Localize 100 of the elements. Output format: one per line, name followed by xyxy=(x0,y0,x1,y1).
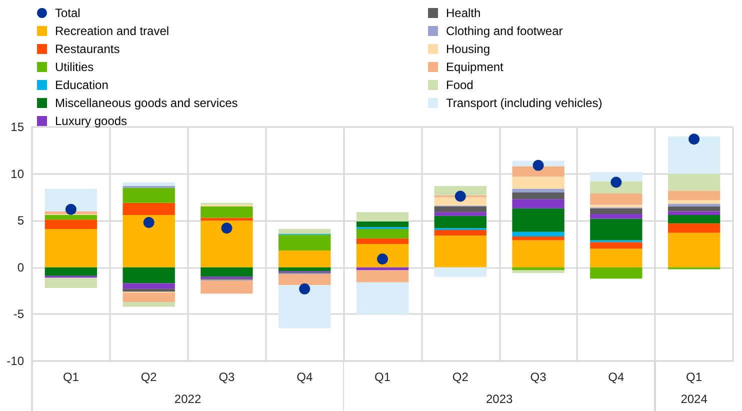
y-tick-label: 5 xyxy=(17,214,24,228)
point xyxy=(143,216,154,228)
bar xyxy=(590,242,642,249)
bar xyxy=(590,218,642,240)
bar xyxy=(590,172,642,182)
bar xyxy=(434,212,486,216)
bar xyxy=(44,267,98,276)
legend-label: Total xyxy=(55,6,80,20)
bar xyxy=(590,267,642,279)
bar xyxy=(356,282,409,314)
bar xyxy=(434,236,486,268)
bar xyxy=(668,232,720,268)
bar xyxy=(356,212,409,222)
legend-label: Education xyxy=(55,78,108,92)
bar xyxy=(356,270,409,282)
bar xyxy=(590,208,642,214)
x-tick-label: Q4 xyxy=(608,370,624,384)
bar xyxy=(278,250,331,268)
legend-label: Equipment xyxy=(446,60,504,74)
bar xyxy=(668,214,720,224)
x-tick-label: Q3 xyxy=(218,370,236,384)
y-tick-label: -5 xyxy=(13,307,24,322)
x-tick-label: Q3 xyxy=(530,370,547,384)
legend-label: Health xyxy=(446,6,481,20)
bar xyxy=(668,211,720,215)
bar xyxy=(512,208,564,232)
bar xyxy=(278,267,331,272)
bar xyxy=(122,267,175,284)
bar xyxy=(590,181,642,194)
bar xyxy=(44,220,98,230)
bar xyxy=(434,206,486,212)
bar xyxy=(668,136,720,174)
bar xyxy=(122,214,175,268)
legend-label: Utilities xyxy=(55,60,94,74)
x-tick-label: Q2 xyxy=(452,370,469,384)
text: 2022 xyxy=(174,392,202,406)
bar xyxy=(200,218,253,221)
x-tick-label: Q2 xyxy=(140,370,158,384)
bar xyxy=(122,188,175,203)
point xyxy=(532,160,544,171)
bar xyxy=(590,204,642,208)
bar xyxy=(200,220,253,268)
bar xyxy=(512,232,564,237)
text: 2024 xyxy=(680,392,708,406)
x-tick-label: Q1 xyxy=(686,370,702,384)
bar xyxy=(512,270,564,274)
bar xyxy=(122,302,175,307)
bar xyxy=(356,238,409,244)
bar xyxy=(512,176,564,189)
bar xyxy=(122,283,175,289)
bar xyxy=(278,229,331,234)
legend-label: Luxury goods xyxy=(55,114,128,128)
bar xyxy=(512,188,564,193)
bar xyxy=(434,230,486,236)
bar xyxy=(122,292,175,302)
bar xyxy=(200,280,253,294)
bar xyxy=(668,223,720,233)
bar xyxy=(44,229,98,268)
bar xyxy=(44,214,98,220)
bar xyxy=(278,274,331,286)
y-tick-label: 10 xyxy=(10,166,24,181)
bar xyxy=(434,197,486,206)
bar xyxy=(590,193,642,205)
bar xyxy=(278,234,331,251)
bar xyxy=(356,244,409,268)
bar xyxy=(512,236,564,240)
legend-label: Recreation and travel xyxy=(55,24,170,38)
bar xyxy=(434,267,486,277)
point xyxy=(377,253,388,264)
text: 2023 xyxy=(486,392,514,406)
bar xyxy=(122,202,175,215)
point xyxy=(454,190,466,202)
x-tick-label: Q1 xyxy=(374,370,391,384)
legend-label: Transport (including vehicles) xyxy=(446,96,602,110)
bar xyxy=(44,278,98,288)
legend-label: Food xyxy=(446,78,474,92)
bar xyxy=(668,190,720,200)
bar xyxy=(512,166,564,177)
point xyxy=(221,222,232,234)
bar xyxy=(512,192,564,200)
bar xyxy=(434,216,486,228)
bar xyxy=(512,267,564,270)
bar xyxy=(122,182,175,186)
bar xyxy=(44,188,98,212)
bar xyxy=(668,200,720,204)
bar xyxy=(122,288,175,292)
legend-label: Housing xyxy=(446,42,490,56)
x-tick-label: Q4 xyxy=(296,370,313,384)
bar xyxy=(512,240,564,268)
point xyxy=(610,176,622,188)
bar xyxy=(278,285,331,328)
point xyxy=(688,134,700,145)
bar xyxy=(668,174,720,191)
bar xyxy=(356,222,409,228)
bar xyxy=(356,229,409,238)
bar xyxy=(434,186,486,196)
bar xyxy=(668,206,720,212)
y-tick-label: -10 xyxy=(6,354,24,368)
bar xyxy=(590,214,642,219)
legend-label: Restaurants xyxy=(55,42,120,56)
